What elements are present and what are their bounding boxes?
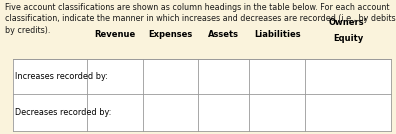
Text: Liabilities: Liabilities <box>254 30 301 39</box>
Text: Assets: Assets <box>208 30 239 39</box>
Text: Decreases recorded by:: Decreases recorded by: <box>15 108 111 117</box>
Text: Five account classifications are shown as column headings in the table below. Fo: Five account classifications are shown a… <box>5 3 396 35</box>
Text: Revenue: Revenue <box>94 30 135 39</box>
Text: Increases recorded by:: Increases recorded by: <box>15 72 108 81</box>
Text: Equity: Equity <box>333 34 363 43</box>
Text: Owners’: Owners’ <box>329 18 367 27</box>
FancyBboxPatch shape <box>13 59 391 131</box>
Text: Expenses: Expenses <box>148 30 192 39</box>
